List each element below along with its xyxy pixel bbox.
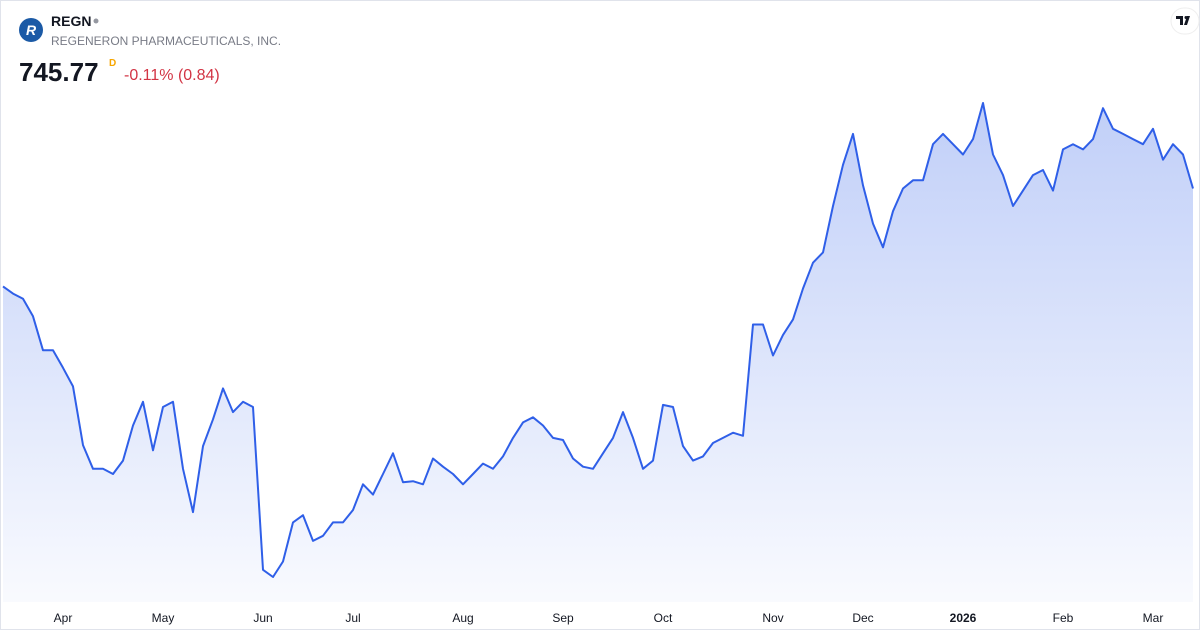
price-change: -0.11% (0.84) [124, 67, 220, 84]
area-fill [3, 103, 1193, 602]
x-tick-label: Jul [345, 611, 360, 625]
x-tick-label: 2026 [950, 611, 977, 625]
x-tick-label: Dec [852, 611, 873, 625]
logo [19, 18, 43, 42]
logo-letter: R [26, 22, 37, 38]
plot [2, 102, 1194, 602]
x-tick-label: Aug [452, 611, 473, 625]
company-name: REGENERON PHARMACEUTICALS, INC. [51, 34, 281, 48]
interval: D [109, 58, 116, 69]
x-tick-label: Jun [253, 611, 272, 625]
x-tick-label: May [152, 611, 175, 625]
price: 745.77 [19, 57, 99, 87]
x-tick-label: Apr [54, 611, 73, 625]
tradingview-logo [1170, 7, 1200, 35]
status-dot [93, 18, 99, 24]
x-tick-label: Sep [552, 611, 574, 625]
x-tick-label: Mar [1143, 611, 1164, 625]
symbol: REGN [51, 13, 91, 29]
x-tick-label: Feb [1053, 611, 1074, 625]
x-axis: Apr May Jun Jul Aug Sep Oct Nov Dec 2026 Feb Mar [54, 611, 1164, 625]
x-tick-label: Oct [654, 611, 673, 625]
price-line [2, 102, 1194, 578]
x-tick-label: Nov [762, 611, 783, 625]
